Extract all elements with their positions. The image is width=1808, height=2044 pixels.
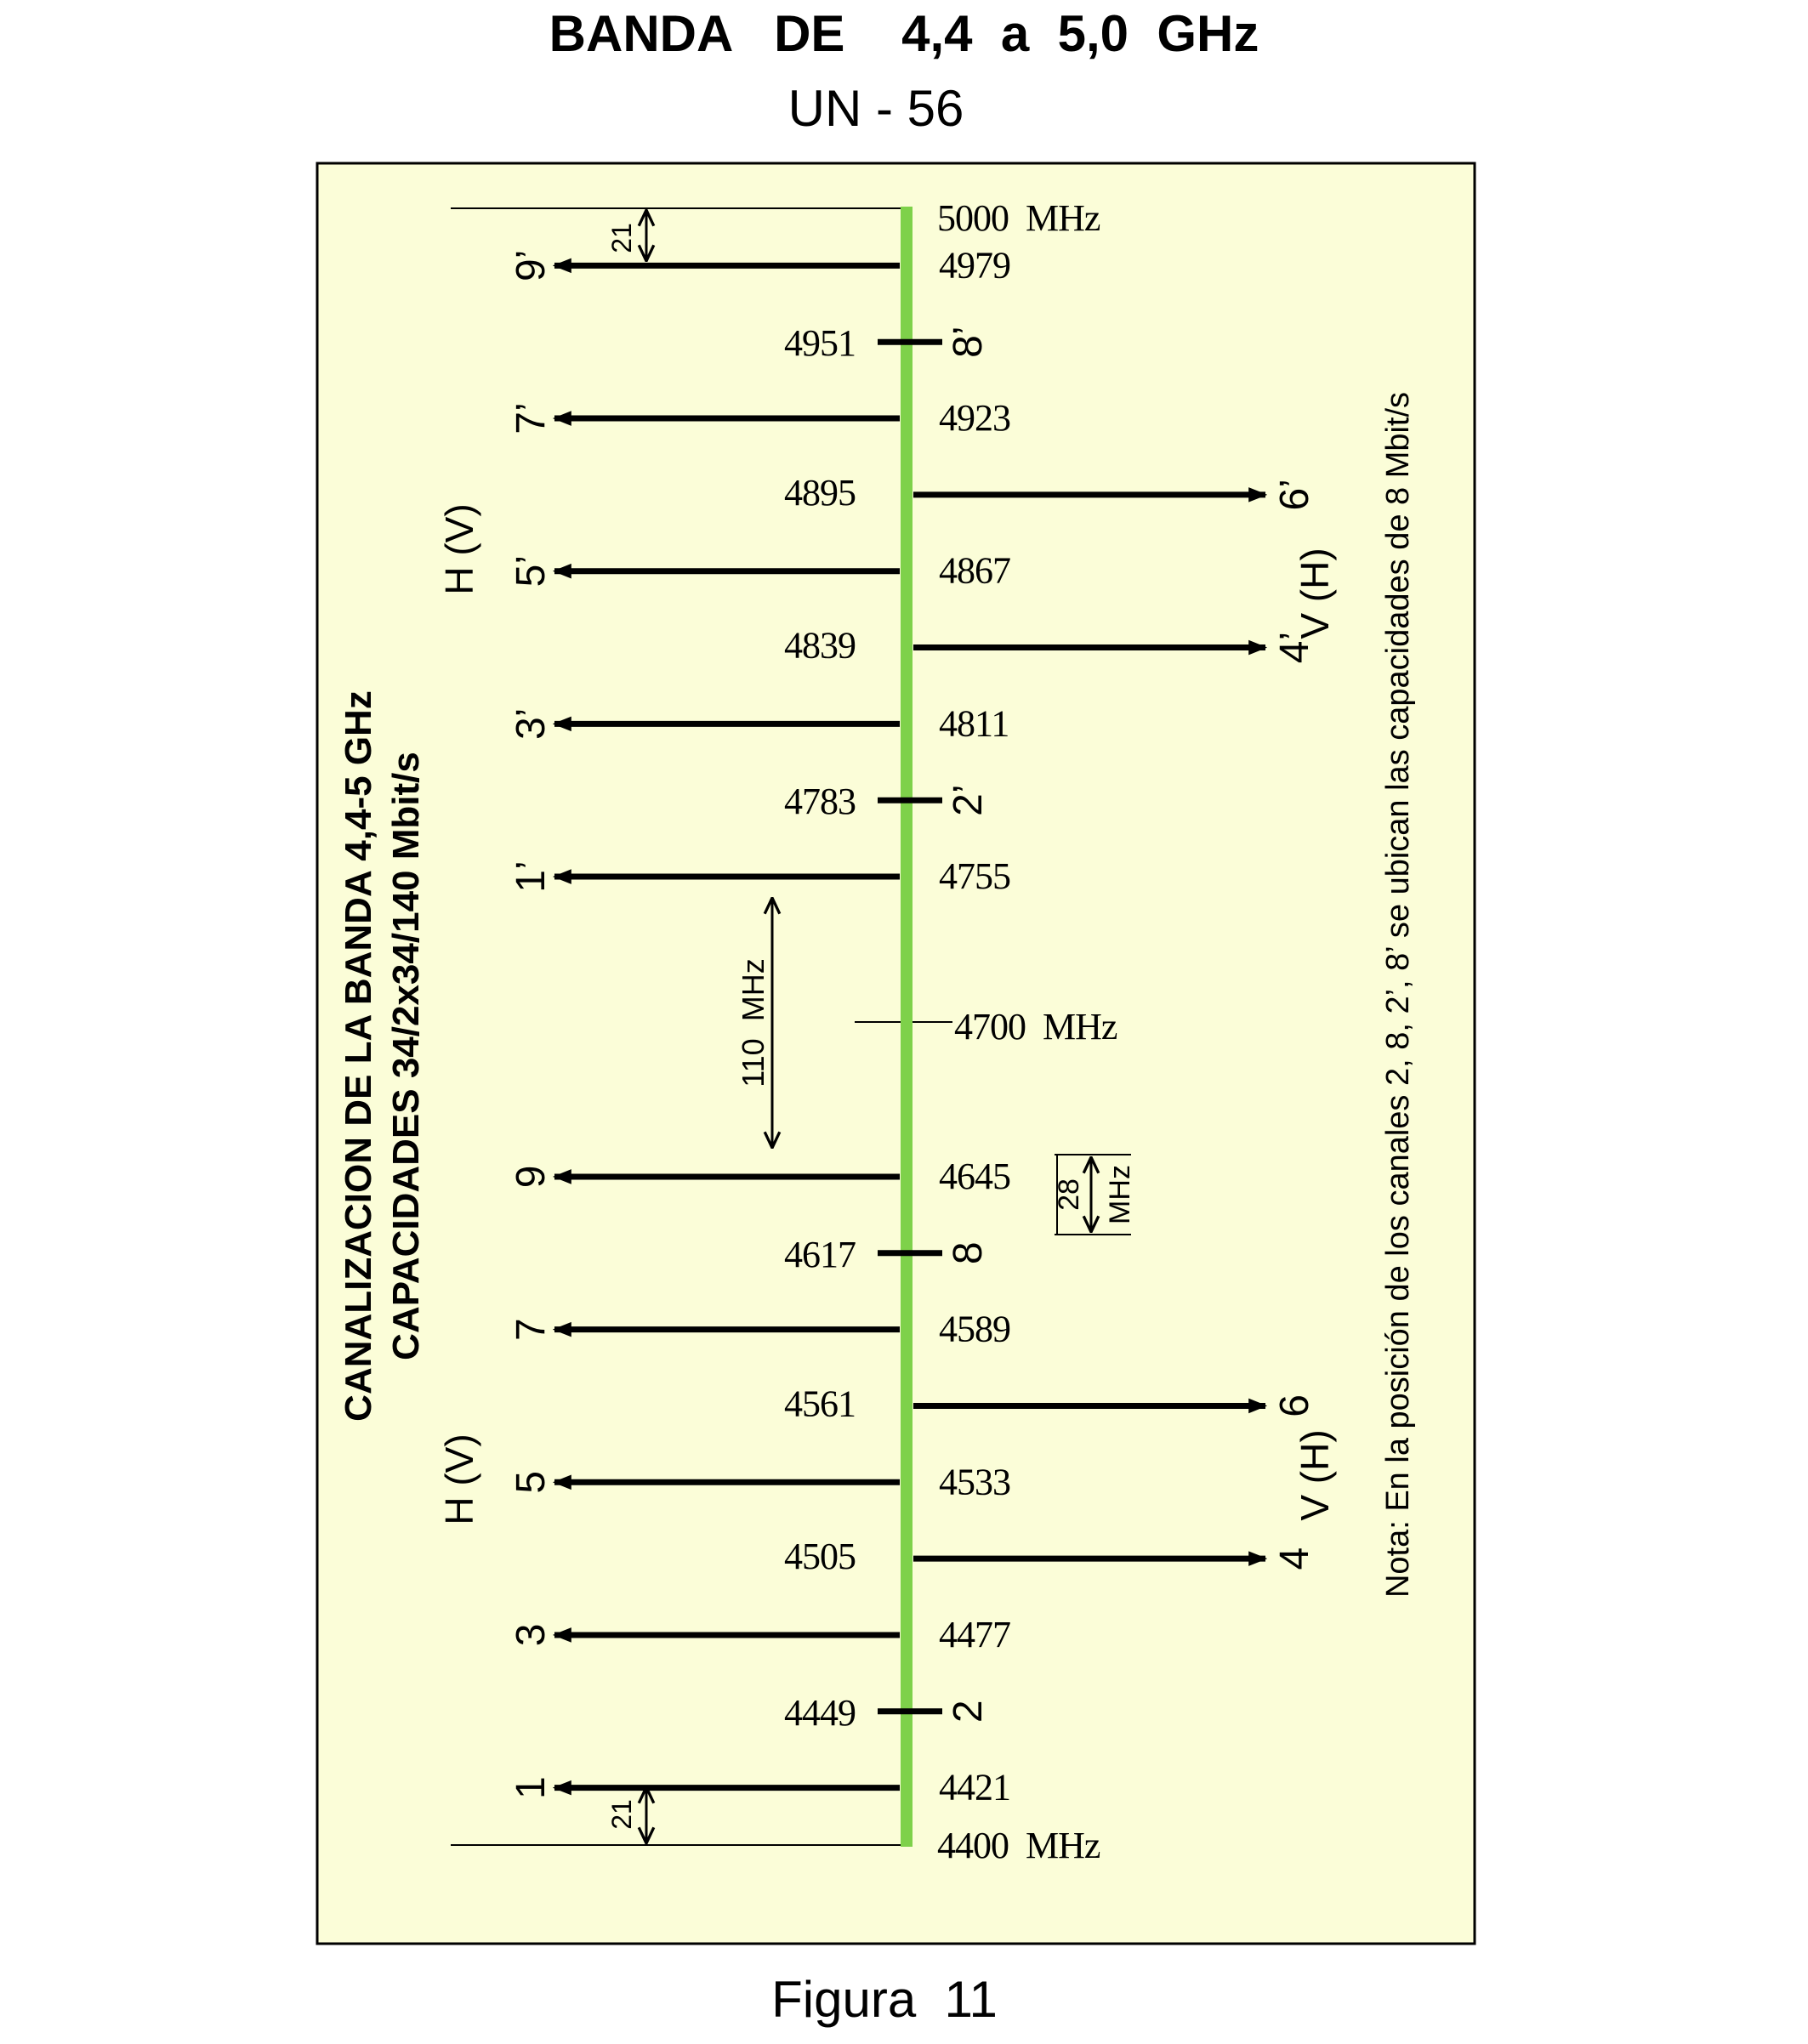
channel-id-2: 2 [946,1700,991,1723]
channel-freq-6-prime: 4895 [784,472,856,514]
channel-id-5-prime: 5’ [509,555,554,587]
channel-id-1: 1 [509,1776,554,1799]
channel-id-7: 7 [509,1318,554,1341]
band-top-label: 5000 MHz [937,197,1100,239]
guard-top-label: 21 [606,223,637,253]
channel-freq-8: 4617 [784,1234,856,1275]
channel-id-5: 5 [509,1471,554,1494]
band-bottom-label: 4400 MHz [937,1825,1100,1866]
channel-freq-9-prime: 4979 [939,244,1010,286]
channel-id-3-prime: 3’ [509,708,554,740]
channel-freq-8-prime: 4951 [784,322,856,364]
polarization-right-lower: V (H) [1293,1429,1337,1520]
guard-bottom-label: 21 [606,1799,637,1830]
polarization-left-lower: H (V) [437,1434,481,1524]
channel-freq-7: 4589 [939,1309,1010,1350]
channel-freq-2-prime: 4783 [784,781,856,822]
page-subtitle: UN - 56 [788,80,964,137]
spacing-value: 28 [1053,1178,1085,1211]
channel-id-8-prime: 8’ [946,326,991,358]
polarization-right-upper: V (H) [1293,548,1337,639]
channel-id-2-prime: 2’ [946,785,991,816]
channel-freq-4: 4505 [784,1536,856,1577]
panel-heading-line2: CAPACIDADES 34/2x34/140 Mbit/s [385,752,427,1360]
channel-freq-5-prime: 4867 [939,550,1010,592]
channel-id-3: 3 [509,1624,554,1647]
channel-id-7-prime: 7’ [509,402,554,434]
spacing-unit: MHz [1104,1165,1136,1224]
channel-freq-2: 4449 [784,1692,856,1734]
diagram-panel [316,162,1476,1945]
channel-freq-9: 4645 [939,1155,1010,1197]
channel-freq-1-prime: 4755 [939,855,1010,897]
panel-heading-line1: CANALIZACION DE LA BANDA 4,4-5 GHz [338,690,379,1422]
polarization-left-upper: H (V) [437,503,481,594]
channel-id-4: 4 [1272,1547,1317,1570]
channel-freq-7-prime: 4923 [939,397,1010,439]
channel-id-4-prime: 4’ [1272,632,1317,663]
channel-id-6: 6 [1272,1394,1317,1417]
page-title: BANDA DE 4,4 a 5,0 GHz [549,5,1259,62]
panel-note: Nota: En la posición de los canales 2, 8… [1380,392,1416,1598]
channel-id-9-prime: 9’ [509,250,554,281]
figure-caption: Figura 11 [771,1971,998,2028]
center-gap-label: 110 MHz [736,958,770,1087]
channel-freq-3-prime: 4811 [939,702,1009,744]
channel-freq-3: 4477 [939,1614,1010,1655]
channel-id-1-prime: 1’ [509,860,554,892]
channel-freq-1: 4421 [939,1767,1010,1808]
channel-id-9: 9 [509,1166,554,1189]
center-frequency-label: 4700 MHz [954,1006,1117,1048]
channel-group: 1 4421 2 4449 3 4477 4 4505 5 4533 6 4561 7 4589 8 4617… [509,244,1317,1808]
channel-id-6-prime: 6’ [1272,479,1317,510]
channel-freq-4-prime: 4839 [784,625,856,667]
channel-freq-5: 4533 [939,1461,1010,1502]
channel-id-8: 8 [946,1241,991,1264]
channel-freq-6: 4561 [784,1383,856,1424]
